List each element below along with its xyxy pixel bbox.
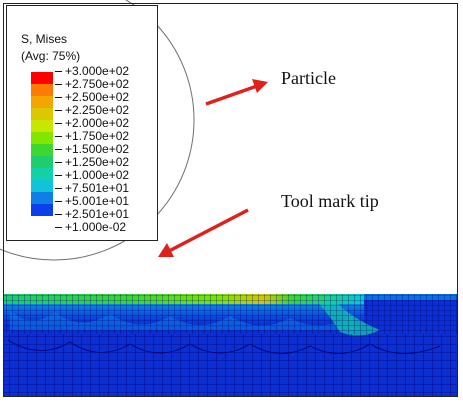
legend-variable: S, Mises [21,32,68,46]
legend-level: +1.750e+02 [55,130,129,143]
legend-swatch [31,72,53,84]
legend-level: +3.000e+02 [55,65,129,78]
legend-level: +7.501e+01 [55,182,129,195]
legend-color-bar [31,72,53,216]
legend-swatch [31,84,53,96]
legend: S, Mises (Avg: 75%) +3.000e+02 +2.750e+0… [6,5,158,241]
tool-mark-tip-label: Tool mark tip [281,191,379,211]
legend-level: +1.000e+02 [55,169,129,182]
particle-outline [0,0,195,261]
legend-swatch [31,204,53,216]
legend-swatch [31,120,53,132]
legend-averaging: (Avg: 75%) [21,49,81,63]
workpiece-mesh [4,294,458,397]
legend-swatch [31,192,53,204]
legend-swatch [31,144,53,156]
legend-swatch [31,168,53,180]
legend-level: +2.250e+02 [55,104,129,117]
tool-tip-arrow [158,208,249,257]
legend-swatch [31,156,53,168]
legend-level: +5.001e+01 [55,195,129,208]
legend-labels: +3.000e+02 +2.750e+02 +2.500e+02 +2.250e… [55,65,129,234]
legend-level: +2.500e+02 [55,91,129,104]
legend-swatch [31,108,53,120]
legend-level: +2.501e+01 [55,208,129,221]
particle-label: Particle [281,68,336,88]
legend-level: +1.500e+02 [55,143,129,156]
legend-level: +1.000e-02 [55,221,129,234]
particle-arrow [205,79,268,106]
legend-level: +1.250e+02 [55,156,129,169]
legend-swatch [31,96,53,108]
legend-swatch [31,180,53,192]
legend-swatch [31,132,53,144]
legend-level: +2.750e+02 [55,78,129,91]
legend-level: +2.000e+02 [55,117,129,130]
